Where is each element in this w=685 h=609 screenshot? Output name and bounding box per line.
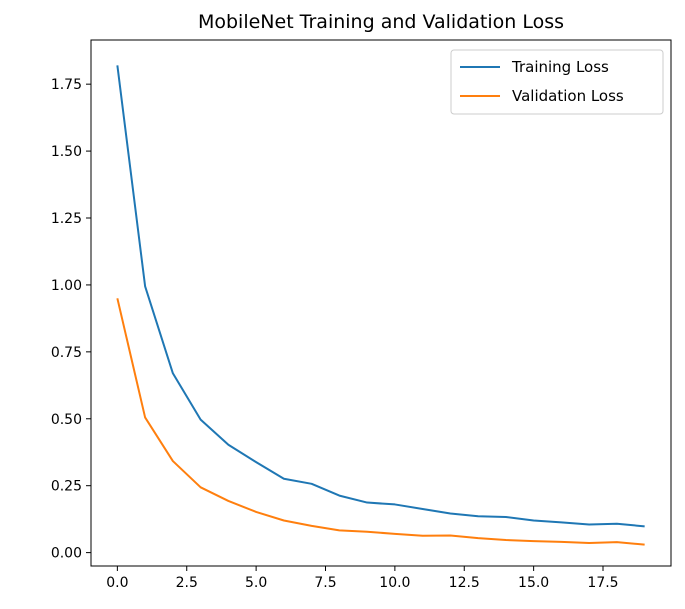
- y-tick-label: 0.00: [51, 546, 82, 562]
- series-line-validation-loss: [116, 298, 645, 546]
- x-tick-label: 12.5: [449, 575, 480, 591]
- x-tick-label: 10.0: [379, 575, 410, 591]
- x-tick-label: 5.0: [245, 575, 267, 591]
- legend-label-validation-loss: Validation Loss: [512, 87, 624, 105]
- x-axis: 0.0 2.5 5.0 7.5 10.0 12.5 15.0 17.5: [106, 566, 619, 591]
- y-axis: 0.00 0.25 0.50 0.75 1.00 1.25 1.50 1.75: [51, 77, 91, 562]
- plot-area: [90, 39, 672, 567]
- y-tick-label: 0.50: [51, 412, 82, 428]
- series-layer: [116, 65, 645, 546]
- y-tick-label: 1.00: [51, 278, 82, 294]
- y-tick-label: 1.50: [51, 144, 82, 160]
- legend-label-training-loss: Training Loss: [511, 58, 609, 76]
- series-line-training-loss: [116, 65, 645, 528]
- x-tick-label: 17.5: [587, 575, 618, 591]
- y-tick-label: 0.25: [51, 479, 82, 495]
- y-tick-label: 1.75: [51, 77, 82, 93]
- x-tick-label: 2.5: [176, 575, 198, 591]
- legend: Training Loss Validation Loss: [450, 49, 664, 115]
- legend-box: [450, 49, 664, 115]
- y-tick-label: 0.75: [51, 345, 82, 361]
- x-tick-label: 0.0: [106, 575, 128, 591]
- x-tick-label: 15.0: [518, 575, 549, 591]
- y-tick-label: 1.25: [51, 211, 82, 227]
- chart-title: MobileNet Training and Validation Loss: [198, 11, 564, 33]
- x-tick-label: 7.5: [314, 575, 336, 591]
